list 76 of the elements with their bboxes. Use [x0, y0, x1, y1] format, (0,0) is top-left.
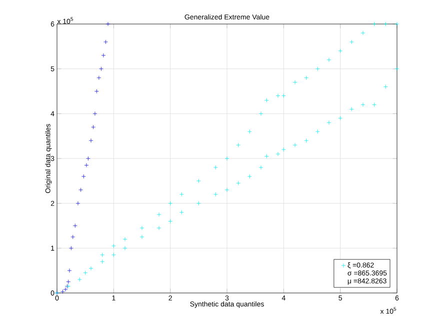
point: [96, 76, 102, 80]
point: [156, 212, 162, 217]
point: [122, 246, 128, 250]
point: [66, 280, 71, 284]
point: [140, 226, 144, 230]
point: [372, 102, 377, 107]
point: [213, 192, 218, 197]
point: [81, 174, 86, 179]
point: [63, 287, 68, 292]
point: [394, 22, 400, 26]
point: [94, 89, 99, 94]
point: [88, 266, 94, 271]
point: [264, 154, 269, 158]
point: [264, 98, 269, 102]
point: [72, 224, 78, 228]
point: [156, 226, 162, 230]
point: [179, 192, 184, 197]
point: [106, 22, 110, 26]
point: [100, 259, 105, 264]
point: [99, 66, 104, 72]
point: [70, 234, 76, 240]
point: [360, 102, 366, 107]
point: [360, 30, 366, 36]
point: [88, 138, 94, 143]
point: [349, 106, 354, 112]
point: [292, 142, 298, 148]
point: [315, 129, 320, 134]
point: [281, 147, 286, 152]
point: [372, 22, 377, 26]
point: [83, 270, 88, 276]
point: [60, 289, 65, 294]
point: [78, 188, 84, 192]
point: [304, 76, 309, 80]
point: [281, 94, 286, 98]
point: [247, 129, 252, 134]
point: [67, 268, 72, 273]
point: [104, 40, 108, 44]
point: [111, 252, 116, 258]
point: [224, 188, 230, 192]
point: [258, 165, 264, 170]
point: [140, 234, 144, 240]
point: [383, 84, 388, 89]
point: [101, 53, 106, 58]
point: [196, 201, 201, 206]
point: [304, 138, 309, 143]
point: [338, 48, 343, 54]
point: [276, 152, 280, 156]
point: [224, 156, 230, 161]
point: [91, 124, 96, 130]
point: [315, 66, 320, 72]
point: [86, 156, 90, 161]
point: [168, 219, 173, 224]
point: [326, 58, 332, 62]
point: [236, 142, 241, 148]
point: [122, 236, 128, 242]
point: [100, 252, 105, 258]
point: [338, 116, 343, 120]
point: [196, 178, 201, 184]
point: [168, 201, 173, 206]
point: [292, 80, 298, 84]
point: [77, 277, 82, 282]
point: [394, 66, 400, 72]
point: [213, 165, 218, 170]
point: [179, 210, 184, 214]
point: [349, 40, 354, 44]
point: [76, 201, 80, 206]
point: [84, 163, 89, 168]
point: [68, 246, 74, 250]
point: [383, 22, 388, 26]
point: [236, 180, 241, 186]
point: [247, 174, 252, 179]
point: [111, 244, 116, 248]
point: [92, 111, 98, 116]
point: [258, 111, 264, 116]
point: [276, 94, 280, 98]
point: [326, 120, 332, 125]
